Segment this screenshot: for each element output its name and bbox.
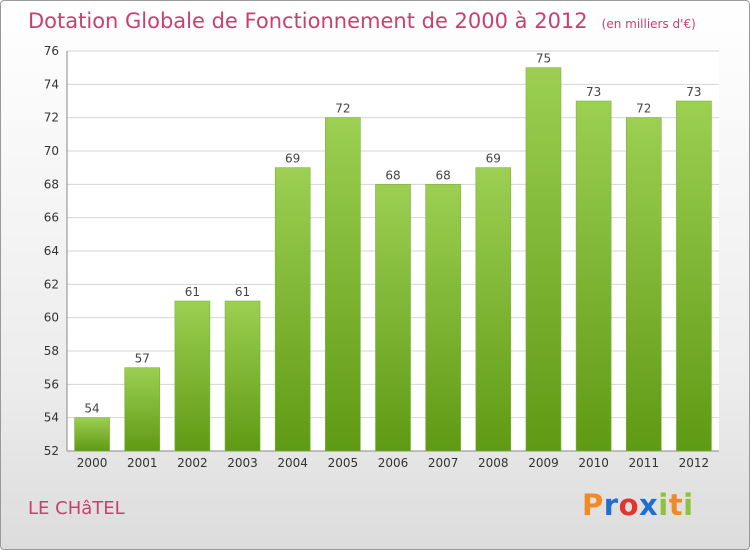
data-label: 68 (385, 168, 400, 182)
x-tick-label: 2008 (478, 456, 509, 470)
data-label: 61 (185, 285, 200, 299)
bar (325, 117, 361, 452)
bar (676, 100, 712, 452)
y-tick-label: 56 (44, 377, 59, 391)
data-label: 69 (486, 152, 501, 166)
bar (475, 167, 512, 452)
y-tick-label: 54 (44, 411, 59, 425)
bar (375, 184, 411, 452)
proxiti-logo: Proxiti (582, 488, 694, 522)
bar (74, 417, 110, 452)
data-label: 69 (285, 152, 300, 166)
bar (224, 300, 261, 452)
x-tick-label: 2000 (77, 456, 108, 470)
y-tick-label: 70 (44, 144, 59, 158)
x-tick-label: 2009 (528, 456, 559, 470)
x-tick-label: 2003 (227, 456, 258, 470)
data-label: 72 (636, 102, 651, 116)
data-label: 73 (686, 85, 701, 99)
bar (174, 300, 211, 452)
x-tick-label: 2005 (328, 456, 359, 470)
bar (425, 184, 461, 452)
x-tick-label: 2010 (578, 456, 609, 470)
bar (124, 367, 161, 452)
data-label: 57 (135, 352, 150, 366)
data-label: 54 (84, 402, 99, 416)
data-label: 73 (586, 85, 601, 99)
y-tick-label: 52 (44, 444, 59, 458)
bar (274, 167, 311, 452)
data-label: 72 (335, 102, 350, 116)
data-label: 75 (536, 52, 551, 66)
y-tick-label: 62 (44, 277, 59, 291)
y-tick-label: 58 (44, 344, 59, 358)
commune-name: LE CHâTEL (28, 498, 125, 519)
chart-title: Dotation Globale de Fonctionnement de 20… (28, 9, 696, 33)
y-tick-label: 66 (44, 211, 59, 225)
x-tick-label: 2006 (378, 456, 409, 470)
bar (625, 117, 662, 452)
title-text: Dotation Globale de Fonctionnement de 20… (28, 9, 588, 33)
y-tick-label: 64 (44, 244, 59, 258)
y-tick-label: 76 (44, 44, 59, 58)
x-tick-label: 2004 (277, 456, 308, 470)
x-tick-label: 2011 (628, 456, 659, 470)
data-label: 61 (235, 285, 250, 299)
x-tick-label: 2001 (127, 456, 158, 470)
x-tick-label: 2002 (177, 456, 208, 470)
y-tick-label: 74 (44, 77, 59, 91)
x-tick-label: 2012 (679, 456, 710, 470)
y-tick-label: 60 (44, 311, 59, 325)
bar (525, 67, 562, 452)
unit-label: (en milliers d'€) (601, 17, 696, 31)
y-tick-label: 68 (44, 177, 59, 191)
y-tick-label: 72 (44, 111, 59, 125)
data-label: 68 (436, 168, 451, 182)
bar (575, 100, 612, 452)
x-tick-label: 2007 (428, 456, 459, 470)
